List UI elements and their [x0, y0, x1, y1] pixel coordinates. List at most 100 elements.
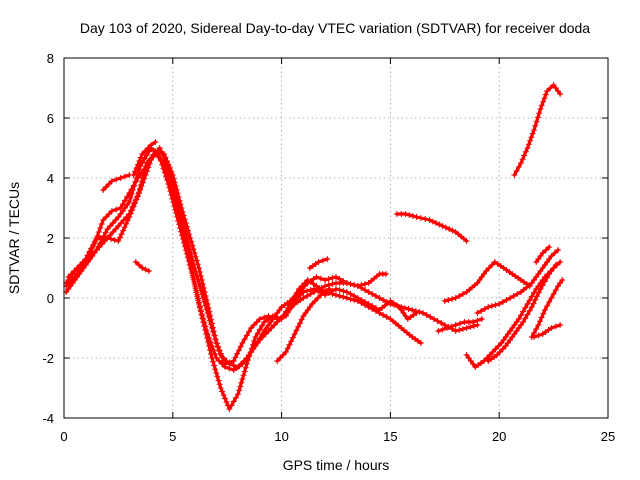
data-point: [139, 179, 146, 186]
data-point: [213, 340, 220, 347]
data-point: [544, 303, 551, 309]
data-point: [228, 402, 235, 409]
data-point: [184, 239, 191, 246]
data-point: [548, 253, 555, 259]
data-point: [311, 286, 318, 292]
data-point: [347, 281, 354, 287]
data-point: [193, 289, 200, 296]
data-point: [296, 289, 302, 295]
data-point: [336, 276, 343, 282]
data-point: [162, 155, 168, 162]
data-point: [120, 227, 127, 234]
data-point: [210, 328, 217, 335]
data-point: [354, 283, 361, 289]
series-track-5: [100, 172, 133, 193]
data-point: [435, 328, 442, 334]
data-point: [499, 299, 506, 305]
data-point: [220, 355, 227, 361]
data-point: [486, 352, 493, 358]
data-point: [106, 211, 112, 217]
data-point: [409, 307, 416, 313]
data-point: [463, 325, 470, 331]
data-point: [155, 154, 162, 160]
data-point: [293, 292, 300, 298]
data-point: [298, 286, 305, 292]
data-point: [280, 352, 287, 358]
data-point: [441, 298, 448, 304]
data-point: [93, 247, 100, 253]
data-point: [139, 151, 146, 157]
data-point: [524, 301, 531, 307]
data-point: [289, 334, 296, 341]
data-point: [535, 332, 542, 339]
data-point: [178, 213, 184, 220]
series-track-3: [65, 148, 420, 367]
data-point: [107, 232, 114, 238]
data-point: [528, 293, 535, 300]
data-point: [430, 316, 437, 322]
data-point: [142, 148, 149, 154]
data-point: [251, 322, 257, 328]
data-point: [326, 286, 333, 292]
series-line: [395, 212, 469, 243]
data-point: [550, 291, 557, 297]
data-point: [126, 190, 133, 196]
data-point: [195, 301, 202, 307]
data-point: [474, 310, 481, 316]
data-point: [289, 301, 296, 308]
data-point: [522, 304, 529, 311]
data-point: [271, 322, 278, 328]
data-point: [187, 250, 194, 257]
data-point: [204, 331, 211, 337]
data-point: [488, 262, 495, 268]
data-point: [104, 226, 111, 232]
data-point: [296, 320, 303, 327]
data-point: [478, 308, 485, 314]
data-point: [301, 283, 308, 289]
y-tick-label: 0: [47, 291, 54, 306]
series-track-14: [474, 247, 561, 316]
data-point: [174, 199, 181, 205]
data-point: [112, 226, 119, 232]
x-tick-label: 20: [492, 429, 506, 444]
data-point: [173, 195, 180, 201]
data-point: [220, 392, 227, 398]
data-point: [511, 172, 518, 178]
data-point: [444, 325, 450, 331]
data-point: [256, 316, 263, 322]
data-point: [241, 336, 248, 343]
data-point: [234, 350, 241, 357]
data-point: [540, 310, 547, 317]
data-point: [536, 110, 543, 117]
data-point: [190, 274, 197, 281]
data-point: [238, 379, 245, 386]
data-point: [420, 310, 426, 316]
data-point: [217, 352, 224, 358]
data-point: [499, 346, 506, 352]
data-point: [189, 257, 196, 264]
data-point: [110, 229, 116, 235]
data-point: [383, 314, 390, 320]
data-point: [322, 277, 329, 283]
data-point: [89, 244, 96, 251]
data-point: [547, 85, 554, 91]
data-point: [329, 275, 336, 281]
data-point: [538, 314, 545, 321]
data-point: [209, 325, 215, 331]
x-axis-label: GPS time / hours: [283, 457, 390, 473]
data-point: [239, 376, 246, 382]
y-tick-label: 8: [47, 51, 54, 66]
data-point: [200, 295, 207, 301]
data-point: [520, 319, 527, 325]
data-point: [286, 341, 293, 348]
data-point: [405, 306, 412, 312]
data-point: [336, 293, 343, 299]
data-point: [486, 265, 492, 271]
data-point: [203, 327, 210, 334]
data-point: [136, 158, 143, 164]
data-point: [532, 122, 539, 129]
data-point: [439, 223, 446, 229]
data-point: [201, 319, 208, 326]
data-point: [82, 259, 89, 265]
data-point: [145, 148, 152, 155]
